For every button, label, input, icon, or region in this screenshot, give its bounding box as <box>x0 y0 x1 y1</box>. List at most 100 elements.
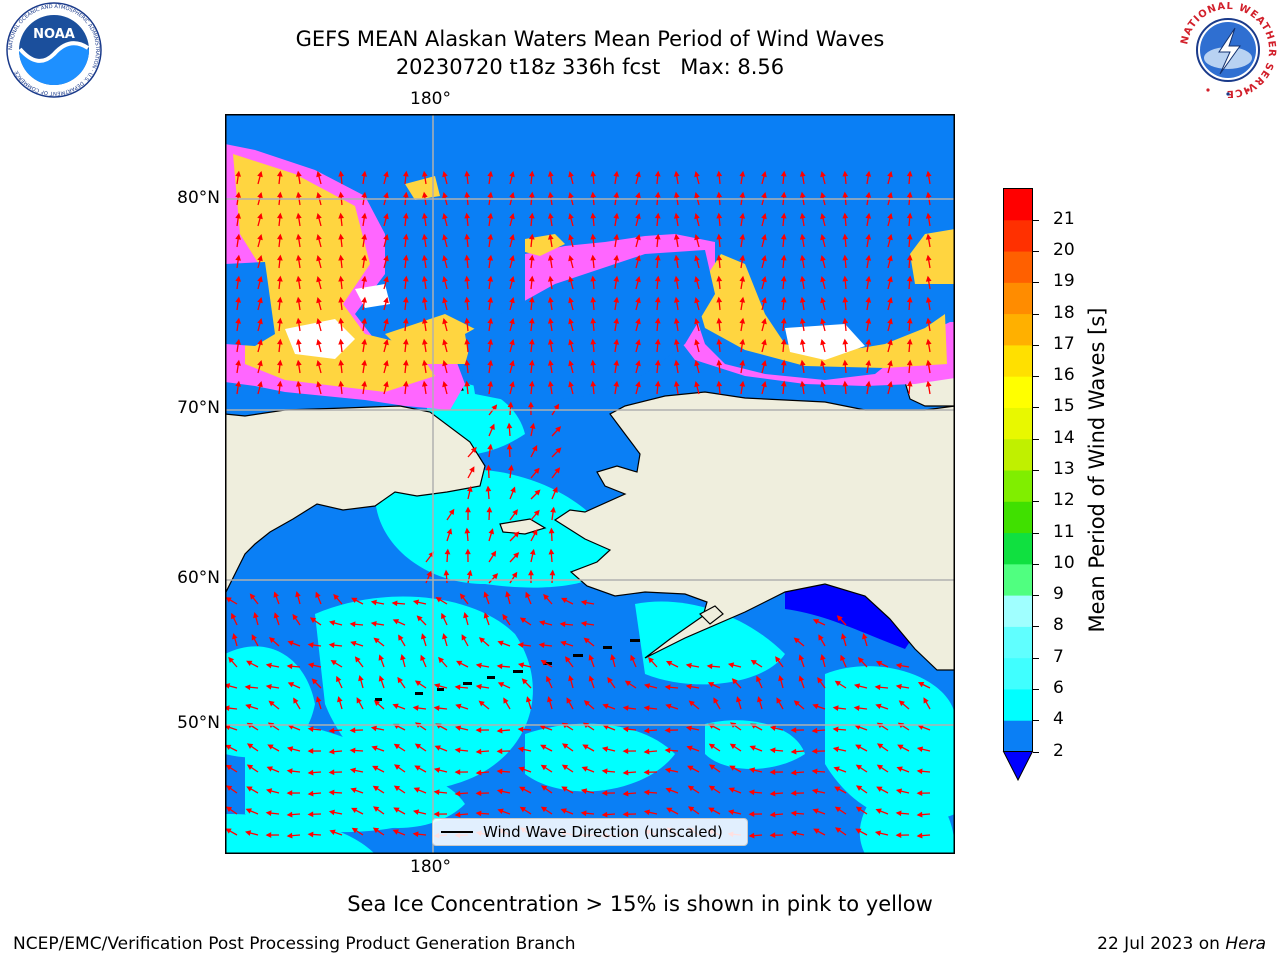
colorbar-tick-label: 9 <box>1053 584 1064 605</box>
wave-arrow-head <box>286 811 293 818</box>
wave-arrow-head <box>487 443 493 450</box>
wave-arrow-head <box>412 599 420 606</box>
wave-arrow-head <box>442 171 448 178</box>
wave-arrow-head <box>316 360 322 367</box>
colorbar-tick-label: 13 <box>1053 459 1075 479</box>
wave-arrow-head <box>761 192 767 199</box>
wave-arrow-head <box>739 212 746 219</box>
wave-arrow-head <box>277 254 283 261</box>
wave-arrow-head <box>245 703 252 710</box>
wave-arrow-head <box>316 234 322 241</box>
wave-arrow-head <box>316 213 322 220</box>
wave-arrow-head <box>761 381 767 388</box>
wave-arrow-head <box>528 170 535 177</box>
wave-arrow-head <box>613 212 620 219</box>
wave-arrow-head <box>707 682 715 688</box>
wave-arrow-head <box>383 255 389 262</box>
wave-arrow-head <box>568 276 574 283</box>
wave-arrow-head <box>438 656 445 664</box>
wave-arrow-head <box>235 254 241 261</box>
wave-arrow-head <box>257 171 263 178</box>
wave-arrow-head <box>383 234 389 241</box>
wave-arrow-head <box>287 640 294 646</box>
wave-arrow-head <box>925 170 932 177</box>
wave-arrow-head <box>361 317 368 324</box>
wave-arrow-head <box>459 593 466 600</box>
wave-arrow-head <box>728 787 735 793</box>
wave-arrow-head <box>790 727 797 734</box>
wave-arrow-head <box>622 769 629 776</box>
wave-arrow-head <box>338 212 345 219</box>
wave-arrow-head <box>528 380 535 387</box>
wave-arrow-head <box>361 359 368 366</box>
wave-arrow-head <box>534 489 541 496</box>
colorbar-extend-arrow <box>1002 751 1034 782</box>
wave-arrow-head <box>739 170 746 177</box>
colorbar-tick-label: 19 <box>1053 271 1075 292</box>
wave-arrow-head <box>590 212 597 219</box>
wave-arrow-head <box>568 171 574 178</box>
wave-arrow-head <box>506 422 513 429</box>
wave-arrow-head <box>739 380 746 387</box>
wave-arrow-head <box>925 254 932 261</box>
wave-arrow-head <box>251 634 257 641</box>
wave-arrow-head <box>857 657 864 664</box>
wave-arrow-head <box>685 683 692 690</box>
footer-host: Hera <box>1225 934 1266 954</box>
wave-arrow-head <box>820 192 826 199</box>
wave-arrow-head <box>307 748 314 754</box>
wave-arrow-head <box>842 359 849 366</box>
wave-arrow-head <box>798 654 805 661</box>
wave-arrow-head <box>266 766 273 772</box>
wave-arrow-head <box>277 296 283 303</box>
wave-arrow-head <box>434 683 441 689</box>
wave-arrow-head <box>865 170 872 177</box>
wave-arrow-head <box>664 684 671 691</box>
wave-arrow-head <box>307 662 315 669</box>
wave-arrow-head <box>673 317 680 324</box>
wave-arrow-head <box>383 381 389 388</box>
wave-arrow-head <box>391 600 398 607</box>
colorbar-segment <box>1003 657 1033 690</box>
lon-label-top: 180° <box>410 89 451 109</box>
wave-arrow-head <box>421 296 428 303</box>
wave-arrow-head <box>225 764 232 771</box>
wave-arrow-head <box>277 191 283 198</box>
wave-arrow-head <box>780 380 787 387</box>
colorbar-segment <box>1003 720 1033 752</box>
wave-arrow-head <box>235 233 241 240</box>
wave-arrow-head <box>372 806 380 812</box>
wave-arrow-head <box>244 830 252 836</box>
wave-arrow-head <box>601 746 609 752</box>
wave-arrow-head <box>507 401 514 408</box>
wave-arrow-head <box>336 675 342 683</box>
wave-arrow-head <box>371 745 378 752</box>
wave-arrow-head <box>421 317 428 324</box>
wave-arrow-head <box>464 254 471 261</box>
wave-arrow-head <box>778 675 784 682</box>
wave-arrow-head <box>790 790 797 797</box>
wave-arrow-head <box>925 338 932 345</box>
wave-arrow-head <box>748 811 755 818</box>
wave-arrow-head <box>402 191 409 198</box>
wave-arrow-head <box>487 170 494 177</box>
wave-arrow-head <box>820 381 826 388</box>
wave-arrow-head <box>853 705 860 711</box>
wave-arrow-head <box>643 789 650 796</box>
wave-arrow-head <box>842 254 849 261</box>
wave-arrow-head <box>906 338 913 345</box>
wave-arrow-head <box>496 748 503 755</box>
wave-arrow-head <box>855 744 862 750</box>
wave-arrow-head <box>708 807 715 813</box>
wave-arrow-head <box>694 276 700 283</box>
wave-arrow-head <box>923 697 929 704</box>
wave-arrow-head <box>798 675 805 682</box>
wave-arrow-head <box>442 360 448 367</box>
wave-arrow-head <box>351 807 358 813</box>
wave-arrow-head <box>799 191 806 198</box>
wave-arrow-head <box>635 297 641 304</box>
wave-arrow-head <box>358 675 364 682</box>
wave-arrow-head <box>402 338 409 345</box>
wave-arrow-head <box>383 318 389 325</box>
wave-arrow-head <box>372 765 379 771</box>
